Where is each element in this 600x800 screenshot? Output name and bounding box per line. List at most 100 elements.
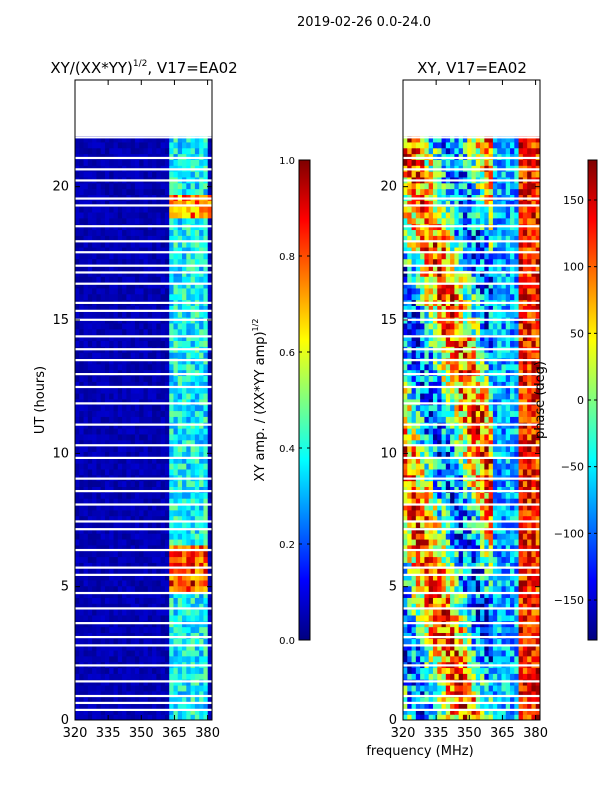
heatmap-cell: [130, 550, 136, 558]
heatmap-cell: [424, 644, 430, 651]
heatmap-cell: [109, 322, 115, 330]
heatmap-cell: [199, 416, 205, 423]
heatmap-cell: [139, 293, 145, 301]
flagged-row: [75, 701, 212, 705]
heatmap-cell: [143, 544, 149, 552]
heatmap-cell: [505, 486, 511, 493]
heatmap-cell: [109, 509, 115, 517]
heatmap-cell: [194, 574, 200, 581]
heatmap-cell: [488, 574, 494, 581]
heatmap-cell: [424, 585, 430, 593]
flagged-row: [75, 635, 212, 639]
heatmap-cell: [143, 655, 149, 663]
heatmap-cell: [143, 568, 149, 575]
heatmap-cell: [100, 544, 106, 552]
heatmap-cell: [83, 649, 89, 657]
heatmap-cell: [475, 579, 481, 587]
heatmap-cell: [147, 235, 153, 242]
heatmap-cell: [169, 188, 175, 195]
heatmap-cell: [522, 562, 528, 569]
heatmap-cell: [117, 568, 123, 575]
heatmap-cell: [130, 416, 136, 423]
heatmap-cell: [203, 568, 209, 575]
heatmap-cell: [454, 673, 460, 680]
heatmap-cell: [454, 492, 460, 499]
heatmap-cell: [130, 246, 136, 254]
heatmap-cell: [169, 217, 175, 225]
heatmap-cell: [522, 684, 528, 692]
heatmap-cell: [152, 544, 157, 552]
heatmap-cell: [403, 468, 408, 476]
heatmap-cell: [432, 538, 438, 546]
heatmap-cell: [117, 428, 123, 435]
heatmap-cell: [87, 468, 93, 476]
heatmap-cell: [497, 509, 503, 517]
heatmap-cell: [177, 398, 183, 406]
heatmap-cell: [156, 217, 162, 225]
heatmap-cell: [104, 282, 110, 289]
heatmap-cell: [518, 690, 524, 698]
heatmap-cell: [83, 322, 89, 330]
heatmap-cell: [109, 217, 115, 225]
flagged-row: [75, 264, 212, 267]
heatmap-cell: [75, 509, 80, 517]
heatmap-cell: [514, 480, 520, 487]
heatmap-cell: [96, 428, 102, 435]
heatmap-cell: [156, 527, 162, 534]
heatmap-cell: [143, 614, 149, 622]
heatmap-cell: [117, 159, 123, 166]
heatmap-cell: [514, 527, 520, 534]
heatmap-cell: [104, 235, 110, 242]
heatmap-cell: [437, 480, 443, 487]
heatmap-cell: [454, 480, 460, 487]
heatmap-cell: [130, 492, 136, 499]
heatmap-cell: [182, 387, 187, 394]
heatmap-cell: [190, 398, 196, 406]
heatmap-cell: [169, 352, 175, 359]
heatmap-cell: [113, 282, 119, 289]
heatmap-cell: [143, 276, 149, 283]
heatmap-cell: [467, 538, 473, 546]
heatmap-cell: [475, 544, 481, 552]
heatmap-cell: [75, 428, 80, 435]
heatmap-cell: [505, 626, 511, 633]
heatmap-cell: [87, 603, 93, 610]
heatmap-cell: [83, 363, 89, 371]
heatmap-cell: [199, 538, 205, 546]
heatmap-cell: [139, 322, 145, 330]
heatmap-cell: [445, 515, 451, 523]
heatmap-cell: [450, 463, 455, 470]
heatmap-cell: [199, 591, 205, 598]
heatmap-cell: [87, 579, 93, 587]
heatmap-cell: [194, 591, 200, 598]
heatmap-cell: [96, 562, 102, 569]
heatmap-cell: [130, 597, 136, 604]
heatmap-cell: [83, 579, 89, 587]
heatmap-cell: [126, 538, 132, 546]
heatmap-cell: [126, 486, 132, 493]
heatmap-cell: [113, 714, 119, 720]
heatmap-cell: [190, 597, 196, 604]
heatmap-cell: [415, 416, 421, 423]
heatmap-cell: [83, 597, 89, 604]
heatmap-cell: [415, 457, 421, 464]
heatmap-cell: [505, 498, 511, 505]
heatmap-cell: [147, 276, 153, 283]
heatmap-cell: [113, 708, 119, 715]
heatmap-cell: [122, 235, 127, 242]
heatmap-cell: [169, 696, 175, 704]
heatmap-cell: [454, 468, 460, 476]
heatmap-cell: [510, 515, 515, 523]
heatmap-cell: [182, 334, 187, 341]
heatmap-cell: [441, 463, 447, 470]
heatmap-cell: [484, 696, 490, 704]
heatmap-cell: [531, 492, 537, 499]
heatmap-cell: [117, 451, 123, 458]
heatmap-cell: [514, 544, 520, 552]
heatmap-cell: [87, 463, 93, 470]
heatmap-cell: [177, 457, 183, 464]
heatmap-cell: [182, 568, 187, 575]
heatmap-cell: [199, 486, 205, 493]
flagged-row: [75, 694, 212, 698]
heatmap-cell: [79, 241, 85, 248]
